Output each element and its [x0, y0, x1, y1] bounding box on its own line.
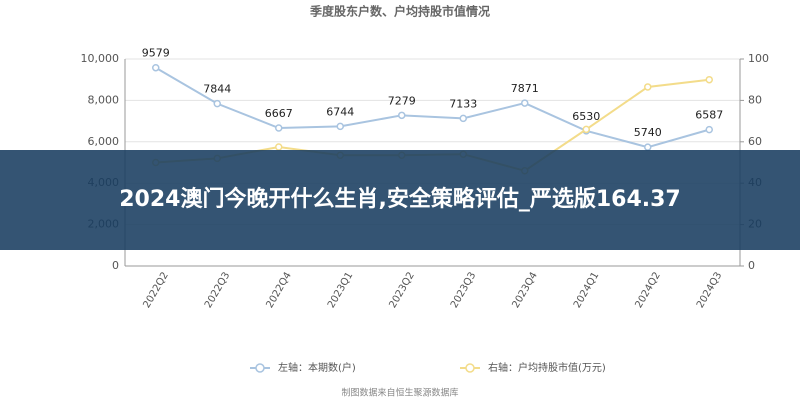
point: [644, 83, 652, 91]
point: [275, 124, 283, 132]
point: [213, 99, 221, 108]
x-tick-label: 2023Q1: [326, 270, 355, 310]
series-line: [155, 66, 710, 149]
point: [459, 114, 467, 123]
data-label: 7279: [388, 94, 416, 107]
data-label: 6744: [326, 105, 354, 118]
legend-marker: [465, 363, 475, 373]
x-tick-label: 2023Q4: [510, 270, 539, 310]
y2-tick-label: 80: [748, 93, 762, 106]
legend-marker: [255, 363, 265, 373]
point: [521, 99, 529, 107]
data-label: 5740: [634, 126, 662, 139]
data-label: 6530: [572, 110, 600, 123]
x-tick-label: 2022Q2: [141, 270, 170, 310]
x-tick-label: 2022Q3: [203, 270, 232, 310]
point: [275, 143, 283, 151]
x-tick-label: 2024Q3: [695, 270, 724, 310]
banner-text: 2024澳门今晚开什么生肖,安全策略评估_严选版164.37: [119, 187, 681, 212]
y2-tick-label: 0: [748, 259, 755, 272]
chart-title: 季度股东户数、户均持股市值情况: [309, 4, 490, 19]
x-tick-label: 2023Q3: [449, 270, 478, 310]
y-tick-label: 10,000: [81, 52, 120, 65]
data-label: 7133: [449, 97, 477, 110]
point: [705, 125, 713, 134]
y2-tick-label: 100: [748, 52, 769, 65]
y-tick-label: 0: [112, 259, 119, 272]
data-label: 9579: [142, 47, 170, 60]
y2-tick-label: 60: [748, 135, 762, 148]
y-tick-label: 8,000: [88, 93, 120, 106]
data-label: 7871: [511, 82, 539, 95]
data-label: 7844: [203, 83, 231, 96]
source: 制图数据来自恒生聚源数据库: [341, 387, 458, 399]
point: [705, 75, 713, 84]
point: [398, 111, 406, 120]
y-tick-label: 6,000: [88, 135, 120, 148]
point: [582, 125, 590, 134]
x-tick-label: 2024Q1: [572, 270, 601, 310]
banner: 2024澳门今晚开什么生肖,安全策略评估_严选版164.37: [0, 150, 800, 250]
data-label: 6667: [265, 107, 293, 120]
point: [336, 122, 344, 131]
legend-label: 左轴：本期数(户): [278, 361, 356, 374]
point: [152, 63, 160, 72]
x-tick-label: 2022Q4: [264, 270, 293, 310]
legend-label: 右轴：户均持股市值(万元): [488, 361, 606, 374]
x-tick-label: 2024Q2: [633, 270, 662, 310]
x-tick-label: 2023Q2: [387, 270, 416, 310]
data-label: 6587: [695, 109, 723, 122]
